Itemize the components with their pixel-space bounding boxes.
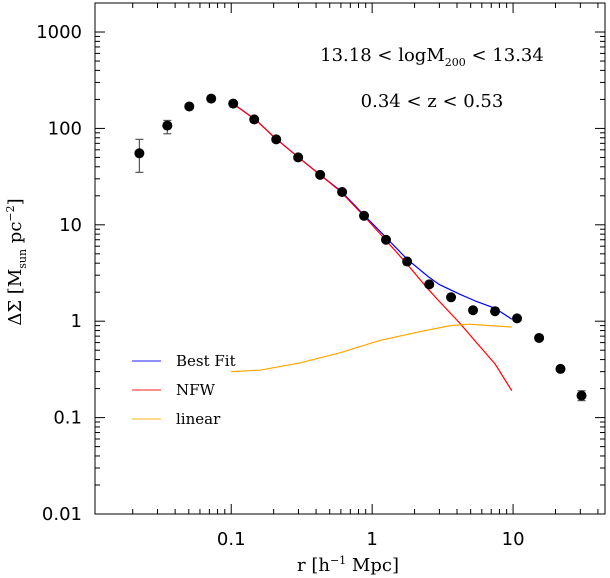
data-point (468, 305, 479, 316)
data-point (576, 390, 587, 401)
plot-frame (94, 2, 606, 515)
y-tick-label: 0.1 (53, 408, 82, 429)
x-axis-label: r [h−1 Mpc] (297, 554, 399, 576)
data-point (490, 306, 501, 317)
curves (231, 103, 513, 392)
data-point (184, 101, 195, 112)
series-line-linear (231, 323, 512, 373)
y-tick-label: 100 (48, 118, 82, 139)
data-point (249, 114, 260, 125)
data-point (134, 148, 145, 159)
data-point (555, 363, 566, 374)
data-points (134, 93, 587, 402)
data-point (534, 332, 545, 343)
x-tick-label: 10 (502, 529, 525, 550)
legend-label: Best Fit (176, 352, 236, 370)
data-point (359, 210, 370, 221)
annotation-mass-range: 13.18 < logM200 < 13.34 (320, 45, 544, 69)
data-point (446, 292, 457, 303)
data-point (162, 120, 173, 131)
legend-label: linear (176, 410, 221, 428)
legend: Best Fit NFW linear (132, 352, 236, 428)
x-tick-labels: 0.1 1 10 (217, 529, 525, 550)
data-point (228, 98, 239, 109)
legend-item: linear (132, 410, 221, 428)
series-line-nfw (232, 103, 513, 392)
x-tick-label: 1 (366, 529, 377, 550)
data-point (337, 186, 348, 197)
data-point (402, 256, 413, 267)
data-point (381, 234, 392, 245)
y-tick-label: 1000 (36, 22, 82, 43)
legend-label: NFW (176, 381, 216, 399)
data-point (271, 134, 282, 145)
y-tick-labels: 0.01 0.1 1 10 100 1000 (36, 22, 82, 525)
y-tick-label: 0.01 (42, 504, 82, 525)
annotation-redshift-range: 0.34 < z < 0.53 (361, 91, 504, 112)
y-tick-label: 1 (71, 311, 82, 332)
legend-item: NFW (132, 381, 216, 399)
y-axis-label: ΔΣ [Msun pc−2] (4, 198, 29, 325)
data-point (315, 169, 326, 180)
data-point (512, 313, 523, 324)
y-tick-label: 10 (59, 215, 82, 236)
legend-item: Best Fit (132, 352, 236, 370)
axis-ticks (95, 2, 605, 515)
data-point (424, 279, 435, 290)
data-point (206, 93, 217, 104)
data-point (293, 152, 304, 163)
x-tick-label: 0.1 (217, 529, 246, 550)
